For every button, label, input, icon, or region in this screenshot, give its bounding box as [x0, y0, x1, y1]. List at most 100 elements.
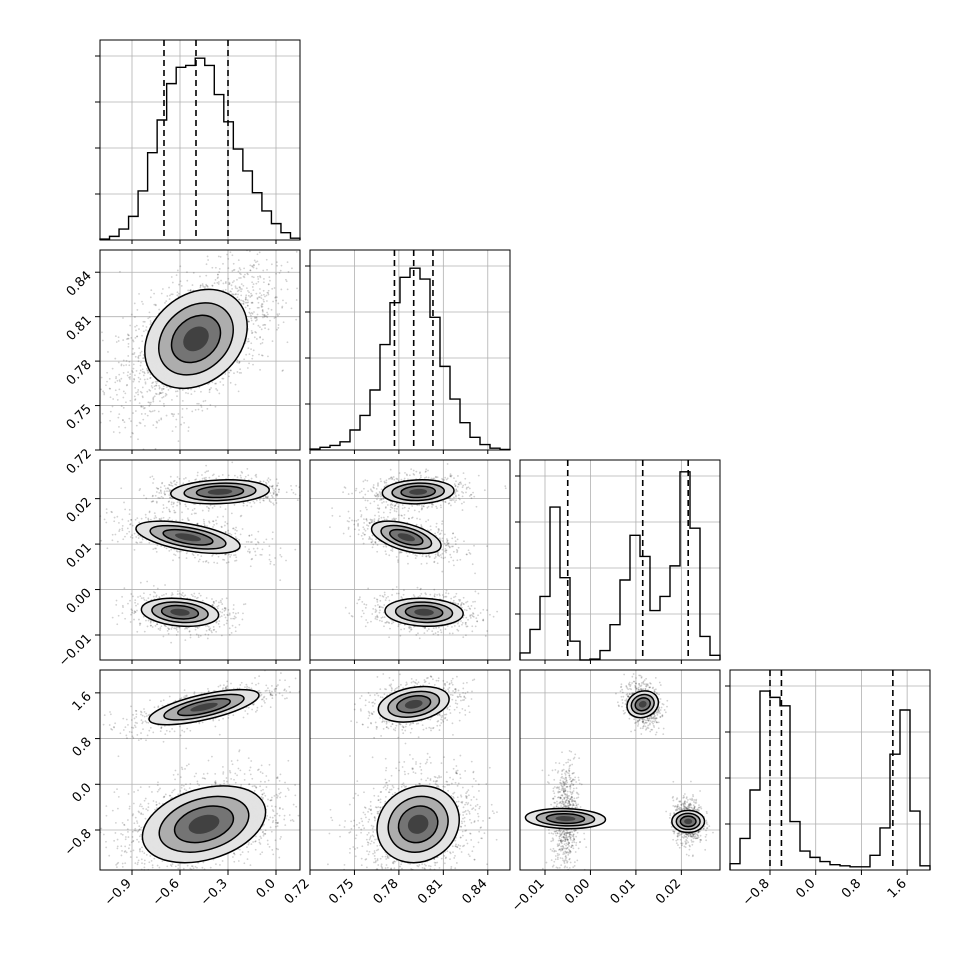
- sample-point: [139, 390, 142, 393]
- sample-point: [218, 625, 221, 628]
- sample-point: [118, 431, 121, 434]
- sample-point: [204, 633, 207, 636]
- sample-point: [260, 354, 263, 357]
- sample-point: [208, 628, 211, 631]
- sample-point: [231, 287, 234, 290]
- sample-point: [219, 610, 222, 613]
- sample-point: [125, 359, 128, 362]
- sample-point: [138, 372, 141, 375]
- sample-point: [191, 509, 194, 512]
- sample-point: [214, 266, 217, 269]
- sample-point: [253, 264, 255, 267]
- sample-point: [198, 592, 201, 595]
- sample-point: [273, 563, 276, 566]
- sample-point: [152, 400, 155, 403]
- sample-point: [180, 593, 183, 596]
- sample-point: [238, 298, 240, 301]
- sample-point: [231, 461, 234, 464]
- sample-point: [123, 421, 126, 424]
- sample-point: [241, 299, 244, 302]
- sample-point: [226, 619, 229, 622]
- sample-point: [351, 492, 353, 495]
- sample-point: [166, 490, 168, 493]
- sample-point: [242, 275, 245, 278]
- sample-point: [233, 554, 235, 557]
- sample-point: [250, 348, 252, 351]
- sample-point: [147, 597, 150, 600]
- sample-point: [201, 477, 204, 480]
- sample-point: [143, 630, 146, 633]
- sample-point: [141, 395, 144, 398]
- sample-point: [199, 634, 202, 637]
- sample-point: [281, 306, 284, 309]
- sample-point: [237, 293, 239, 296]
- sample-point: [121, 595, 123, 598]
- sample-point: [206, 505, 208, 508]
- sample-point: [400, 478, 403, 481]
- sample-point: [197, 596, 199, 599]
- sample-point: [173, 479, 176, 482]
- sample-point: [237, 390, 240, 393]
- sample-point: [162, 388, 165, 390]
- sample-point: [183, 478, 185, 480]
- sample-point: [276, 485, 278, 487]
- sample-point: [142, 303, 144, 305]
- sample-point: [410, 468, 413, 471]
- sample-point: [200, 404, 202, 407]
- sample-point: [236, 371, 239, 373]
- sample-point: [470, 497, 473, 500]
- sample-point: [162, 516, 165, 519]
- sample-point: [173, 511, 176, 514]
- sample-point: [178, 477, 181, 480]
- sample-point: [220, 279, 222, 282]
- sample-point: [228, 371, 231, 374]
- sample-point: [247, 340, 250, 343]
- sample-point: [181, 399, 184, 402]
- sample-point: [133, 378, 136, 381]
- panel-frame: [309, 249, 511, 451]
- sample-point: [135, 424, 138, 427]
- sample-point: [397, 514, 400, 517]
- sample-point: [122, 364, 125, 367]
- sample-point: [196, 471, 199, 474]
- sample-point: [168, 500, 171, 503]
- sample-point: [143, 320, 146, 323]
- sample-point: [128, 530, 131, 533]
- sample-point: [132, 363, 135, 366]
- sample-point: [181, 518, 184, 521]
- sample-point: [220, 615, 223, 618]
- sample-point: [259, 336, 261, 339]
- sample-point: [247, 540, 250, 543]
- sample-point: [167, 632, 170, 635]
- sample-point: [249, 501, 251, 504]
- sample-point: [158, 419, 160, 422]
- sample-point: [197, 636, 200, 638]
- sample-point: [269, 492, 272, 494]
- sample-point: [282, 299, 284, 302]
- density-panel: [99, 459, 301, 661]
- histogram-panel: [305, 249, 511, 451]
- sample-point: [251, 265, 254, 268]
- sample-point: [122, 317, 124, 319]
- sample-point: [150, 385, 153, 387]
- sample-point: [265, 538, 268, 541]
- sample-point: [200, 555, 203, 558]
- sample-point: [379, 492, 382, 494]
- sample-point: [133, 548, 136, 551]
- sample-point: [244, 297, 247, 300]
- sample-point: [134, 599, 137, 602]
- sample-point: [142, 325, 144, 327]
- sample-point: [231, 624, 234, 627]
- sample-point: [121, 525, 124, 527]
- sample-point: [199, 284, 202, 287]
- sample-point: [137, 596, 139, 598]
- sample-point: [142, 374, 145, 377]
- sample-point: [266, 316, 269, 319]
- sample-point: [250, 292, 252, 295]
- sample-point: [136, 309, 139, 311]
- sample-point: [215, 382, 217, 385]
- sample-point: [273, 287, 276, 289]
- sample-point: [268, 276, 271, 279]
- sample-point: [135, 329, 137, 332]
- sample-point: [276, 313, 279, 316]
